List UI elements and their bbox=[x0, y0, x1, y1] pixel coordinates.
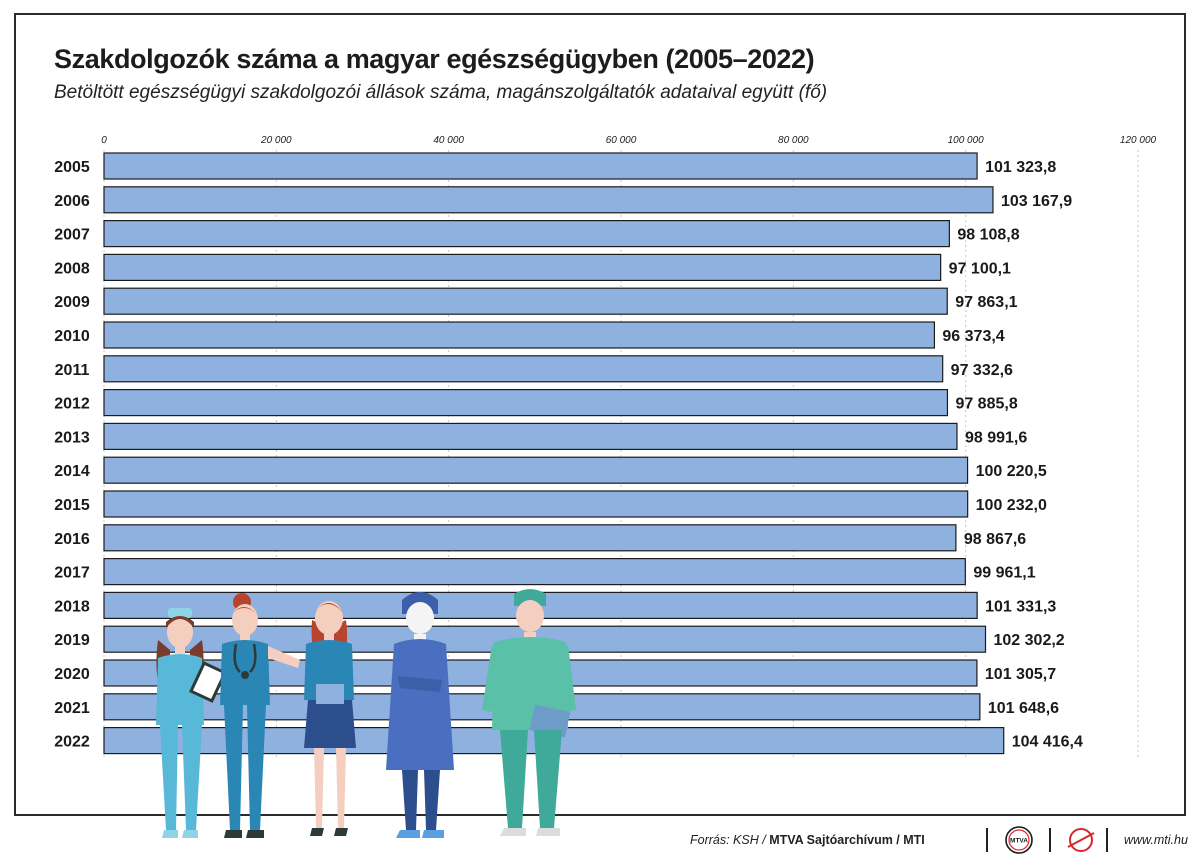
category-label: 2020 bbox=[54, 666, 90, 683]
category-label: 2008 bbox=[54, 260, 90, 277]
value-label: 101 331,3 bbox=[985, 598, 1056, 615]
healthcare-workers-illustration bbox=[156, 589, 576, 838]
category-label: 2018 bbox=[54, 598, 90, 615]
category-label: 2012 bbox=[54, 396, 90, 413]
bar bbox=[103, 389, 949, 417]
value-label: 98 867,6 bbox=[964, 531, 1026, 548]
footer-divider bbox=[1049, 828, 1051, 852]
bar bbox=[103, 355, 944, 383]
x-tick-label: 40 000 bbox=[433, 135, 464, 146]
website-url: www.mti.hu bbox=[1124, 833, 1188, 847]
category-label: 2021 bbox=[54, 700, 90, 717]
value-label: 102 302,2 bbox=[994, 632, 1065, 649]
value-label: 101 305,7 bbox=[985, 666, 1056, 683]
category-label: 2016 bbox=[54, 531, 90, 548]
source-prefix: Forrás: KSH / bbox=[690, 833, 770, 847]
bar bbox=[103, 220, 950, 248]
x-tick-label: 120 000 bbox=[1120, 135, 1157, 146]
value-label: 101 323,8 bbox=[985, 159, 1056, 176]
bar bbox=[103, 557, 966, 586]
bar bbox=[103, 287, 948, 315]
x-tick-label: 0 bbox=[101, 135, 107, 146]
bar bbox=[103, 422, 958, 450]
x-tick-label: 100 000 bbox=[948, 135, 985, 146]
category-label: 2017 bbox=[54, 565, 90, 582]
category-label: 2013 bbox=[54, 429, 90, 446]
category-label: 2014 bbox=[54, 463, 90, 480]
value-label: 98 991,6 bbox=[965, 429, 1027, 446]
category-label: 2006 bbox=[54, 193, 90, 210]
bar bbox=[103, 253, 942, 281]
category-label: 2010 bbox=[54, 328, 90, 345]
bar bbox=[103, 490, 969, 518]
footer-divider bbox=[986, 828, 988, 852]
value-label: 99 961,1 bbox=[973, 565, 1035, 582]
medical-assistant-figure bbox=[304, 601, 356, 836]
nurse-stethoscope-figure bbox=[220, 593, 300, 838]
category-label: 2019 bbox=[54, 632, 90, 649]
value-label: 96 373,4 bbox=[942, 328, 1004, 345]
footer-divider bbox=[1106, 828, 1108, 852]
mtva-logo-text: MTVA bbox=[1010, 838, 1028, 845]
male-nurse-figure bbox=[482, 589, 576, 836]
category-label: 2005 bbox=[54, 159, 90, 176]
bar bbox=[103, 186, 994, 214]
bar bbox=[103, 321, 936, 349]
source-note: Forrás: KSH / MTVA Sajtóarchívum / MTI bbox=[690, 833, 925, 847]
x-tick-label: 80 000 bbox=[778, 135, 809, 146]
chart-title: Szakdolgozók száma a magyar egészségügyb… bbox=[54, 44, 815, 74]
category-label: 2015 bbox=[54, 497, 90, 514]
value-label: 97 885,8 bbox=[955, 396, 1017, 413]
category-label: 2009 bbox=[54, 294, 90, 311]
bar bbox=[103, 152, 978, 180]
category-label: 2011 bbox=[55, 362, 90, 379]
category-label: 2022 bbox=[54, 734, 90, 751]
nurse-figure bbox=[156, 608, 227, 838]
value-label: 97 863,1 bbox=[955, 294, 1017, 311]
chart-subtitle: Betöltött egészségügyi szakdolgozói állá… bbox=[54, 82, 828, 103]
mtva-logo-icon: MTVA bbox=[1005, 826, 1033, 854]
mti-logo-icon bbox=[1067, 828, 1095, 852]
value-label: 101 648,6 bbox=[988, 700, 1059, 717]
value-label: 97 100,1 bbox=[949, 260, 1011, 277]
surgeon-figure bbox=[386, 592, 454, 838]
value-label: 103 167,9 bbox=[1001, 193, 1072, 210]
value-label: 100 232,0 bbox=[976, 497, 1047, 514]
value-label: 100 220,5 bbox=[976, 463, 1047, 480]
x-tick-label: 60 000 bbox=[606, 135, 637, 146]
footer: Forrás: KSH / MTVA Sajtóarchívum / MTI M… bbox=[0, 822, 1200, 866]
value-label: 104 416,4 bbox=[1012, 734, 1083, 751]
value-label: 98 108,8 bbox=[957, 227, 1019, 244]
x-tick-label: 20 000 bbox=[260, 135, 292, 146]
category-label: 2007 bbox=[54, 227, 90, 244]
bar bbox=[103, 524, 957, 552]
value-label: 97 332,6 bbox=[951, 362, 1013, 379]
source-agency: MTVA Sajtóarchívum / MTI bbox=[769, 833, 925, 847]
bar bbox=[103, 456, 969, 484]
